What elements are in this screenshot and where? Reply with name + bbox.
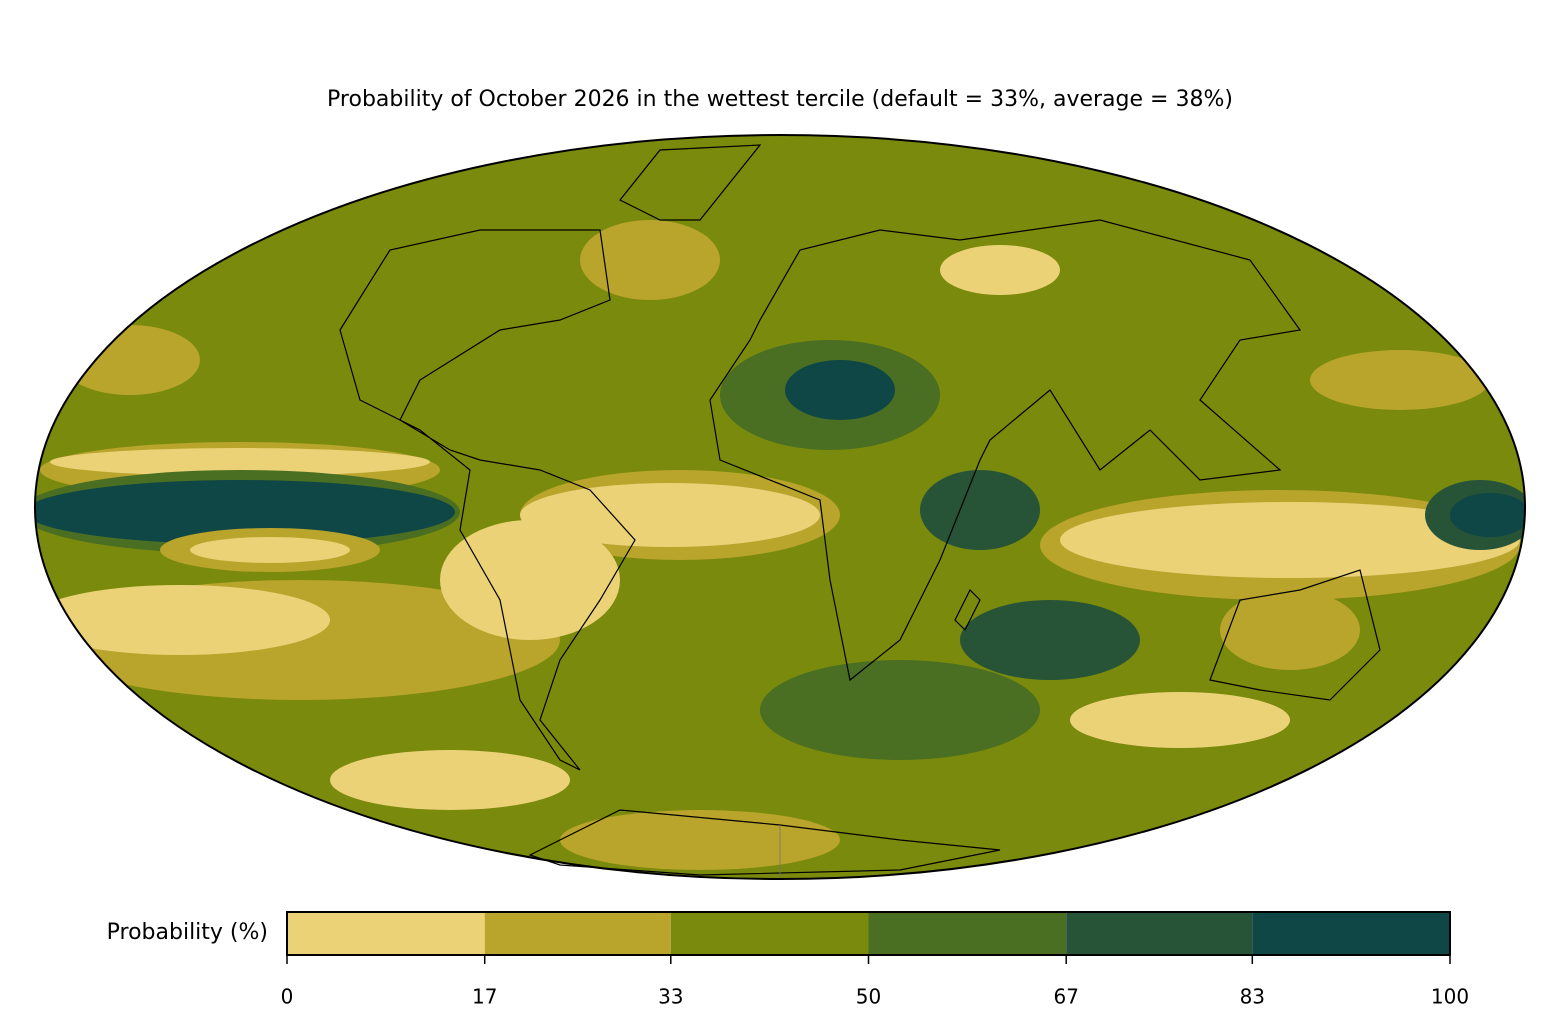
colorbar-label: Probability (%) [107, 920, 268, 945]
tick-label: 100 [1431, 985, 1469, 1009]
field-area [1220, 590, 1360, 670]
colorbar-segment [1252, 912, 1450, 955]
field-area [190, 537, 350, 563]
field-area [520, 483, 820, 547]
tick-label: 83 [1240, 985, 1265, 1009]
colorbar-segment [868, 912, 1067, 955]
field-area [940, 245, 1060, 295]
colorbar-segment [484, 912, 671, 955]
tick-label: 33 [658, 985, 683, 1009]
colorbar-segment [287, 912, 485, 955]
tick-label: 67 [1053, 985, 1078, 1009]
tick-label: 17 [472, 985, 497, 1009]
field-area [760, 660, 1040, 760]
field-area [35, 585, 330, 655]
field-area [560, 810, 840, 870]
field-area [920, 470, 1040, 550]
field-area [785, 360, 895, 420]
field-area [50, 448, 430, 476]
coastline [1209, 569, 1381, 701]
coastlines [339, 144, 1381, 879]
colorbar: 0 17 33 50 67 83 100 [281, 911, 1469, 1009]
field-area [35, 480, 455, 544]
field-area [960, 600, 1140, 680]
probability-field [35, 135, 1525, 879]
map-title: Probability of October 2026 in the wette… [327, 87, 1233, 112]
field-area [1070, 692, 1290, 748]
field-area [1310, 350, 1490, 410]
map-frame [34, 134, 1526, 880]
coastline [954, 588, 981, 632]
field-area [60, 325, 200, 395]
colorbar-segment [1066, 912, 1253, 955]
field-area [440, 520, 620, 640]
coastline [709, 219, 1302, 682]
coastline [619, 144, 762, 221]
field-area [330, 750, 570, 810]
coastline [339, 229, 636, 771]
field-area [1060, 502, 1520, 578]
tick-label: 0 [281, 985, 294, 1009]
field-area [1360, 735, 1500, 785]
tick-label: 50 [856, 985, 881, 1009]
field-area [1450, 493, 1525, 537]
field-area [580, 220, 720, 300]
colorbar-segment [670, 912, 869, 955]
